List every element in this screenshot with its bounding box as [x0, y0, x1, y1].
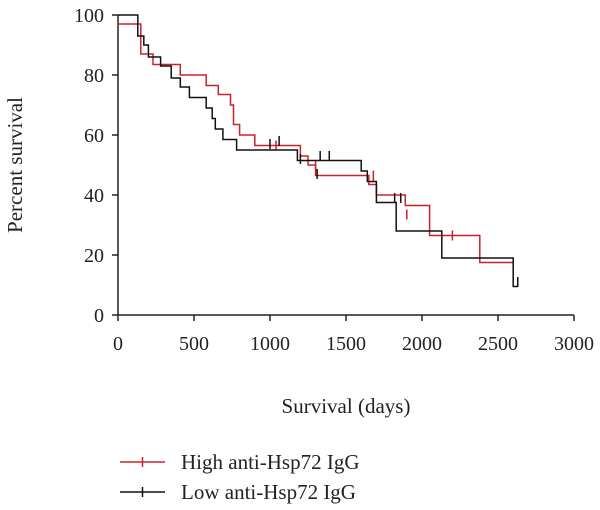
x-tick-label: 0 [113, 333, 123, 355]
axes [117, 15, 574, 316]
series-layer [118, 14, 519, 288]
x-axis-label: Survival (days) [282, 394, 411, 418]
y-tick-label: 60 [84, 125, 104, 147]
x-tick-label: 1500 [326, 333, 366, 355]
legend: High anti-Hsp72 IgG Low anti-Hsp72 IgG [120, 450, 359, 504]
series-line-low [118, 14, 518, 288]
y-tick-label: 40 [84, 185, 104, 207]
ticks: 0 500 1000 1500 2000 2500 3000 0 20 40 60 80 100 [74, 5, 594, 355]
legend-label: Low anti-Hsp72 IgG [181, 480, 356, 504]
y-tick-label: 100 [74, 5, 104, 27]
x-tick-label: 1000 [250, 333, 290, 355]
y-tick-label: 0 [94, 305, 104, 327]
x-tick-label: 3000 [554, 333, 594, 355]
series-line-high [118, 23, 514, 264]
x-tick-label: 2000 [402, 333, 442, 355]
x-tick-label: 2500 [478, 333, 518, 355]
x-tick-label: 500 [179, 333, 209, 355]
y-tick-label: 20 [84, 245, 104, 267]
legend-label: High anti-Hsp72 IgG [181, 450, 359, 474]
y-tick-label: 80 [84, 65, 104, 87]
y-axis-label: Percent survival [3, 97, 27, 233]
